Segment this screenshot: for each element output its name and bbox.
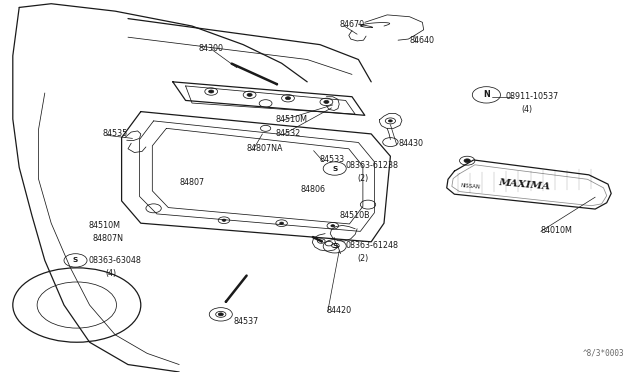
- Text: NISSAN: NISSAN: [460, 183, 481, 189]
- Text: S: S: [332, 166, 337, 171]
- Text: 84532: 84532: [275, 129, 300, 138]
- Text: (2): (2): [357, 174, 369, 183]
- Text: 84806: 84806: [301, 185, 326, 194]
- Text: 08363-61238: 08363-61238: [346, 161, 399, 170]
- Circle shape: [324, 100, 329, 103]
- Text: 84807NA: 84807NA: [246, 144, 283, 153]
- Text: ^8/3*0003: ^8/3*0003: [582, 349, 624, 358]
- Text: (4): (4): [522, 105, 532, 114]
- Text: 84640: 84640: [410, 36, 435, 45]
- Circle shape: [388, 120, 392, 122]
- Circle shape: [247, 93, 252, 96]
- Text: 84807: 84807: [179, 178, 204, 187]
- Text: S: S: [73, 257, 78, 263]
- Text: 84807N: 84807N: [92, 234, 123, 243]
- Text: N: N: [483, 90, 490, 99]
- Text: 84510B: 84510B: [339, 211, 370, 220]
- Circle shape: [218, 313, 223, 316]
- Text: 84420: 84420: [326, 306, 351, 315]
- Text: MAXIMA: MAXIMA: [499, 178, 551, 192]
- Circle shape: [285, 97, 291, 100]
- Circle shape: [209, 90, 214, 93]
- Text: 84430: 84430: [398, 139, 423, 148]
- Circle shape: [222, 219, 226, 221]
- Text: 84537: 84537: [234, 317, 259, 326]
- Text: 84510M: 84510M: [275, 115, 307, 124]
- Text: 08363-63048: 08363-63048: [88, 256, 141, 265]
- Circle shape: [280, 222, 284, 224]
- Text: 84010M: 84010M: [541, 226, 573, 235]
- Text: (4): (4): [105, 269, 116, 278]
- Text: 08363-61248: 08363-61248: [346, 241, 399, 250]
- Text: 84510M: 84510M: [88, 221, 120, 230]
- Text: 84300: 84300: [198, 44, 223, 53]
- Text: 84535: 84535: [102, 129, 127, 138]
- Text: 08911-10537: 08911-10537: [506, 92, 559, 101]
- Text: (2): (2): [357, 254, 369, 263]
- Text: S: S: [332, 243, 337, 249]
- Text: 84533: 84533: [320, 155, 345, 164]
- Text: 84670: 84670: [339, 20, 364, 29]
- Circle shape: [464, 159, 470, 163]
- Circle shape: [331, 225, 335, 227]
